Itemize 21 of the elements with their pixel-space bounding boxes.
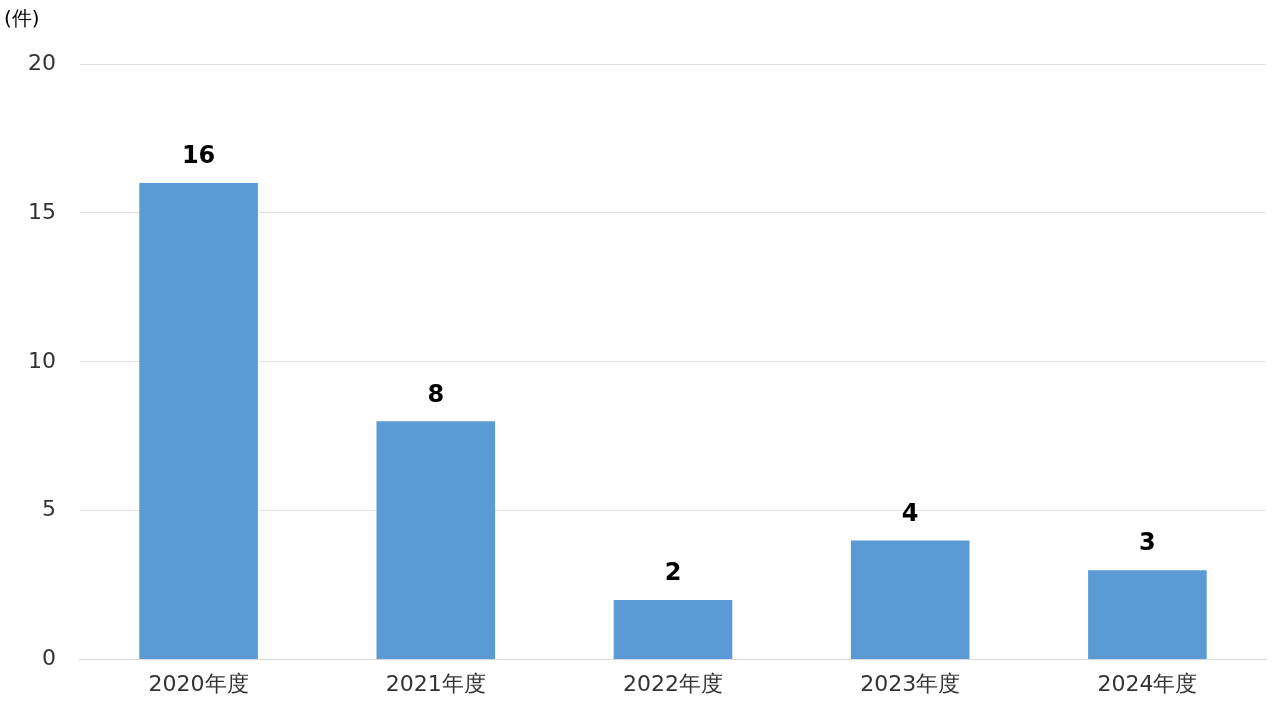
x-tick-label: 2020年度 xyxy=(148,670,249,696)
x-tick-label: 2023年度 xyxy=(860,670,961,696)
data-label: 8 xyxy=(427,379,445,408)
y-axis-title: (件) xyxy=(4,6,40,31)
bar xyxy=(850,540,970,660)
y-tick-label: 5 xyxy=(41,496,56,522)
bar xyxy=(139,183,258,660)
y-tick-label: 10 xyxy=(27,347,56,373)
bar xyxy=(613,600,733,660)
bar xyxy=(1088,570,1207,660)
data-label: 16 xyxy=(181,141,216,170)
bar xyxy=(376,421,496,660)
y-tick-label: 0 xyxy=(41,645,56,671)
data-label: 3 xyxy=(1139,528,1156,557)
data-label: 2 xyxy=(664,558,682,587)
data-label: 4 xyxy=(901,498,919,527)
x-tick-label: 2021年度 xyxy=(385,670,486,696)
x-tick-label: 2022年度 xyxy=(623,670,723,696)
y-tick-label: 15 xyxy=(27,198,56,224)
x-tick-label: 2024年度 xyxy=(1097,670,1198,696)
y-tick-label: 20 xyxy=(27,49,56,75)
